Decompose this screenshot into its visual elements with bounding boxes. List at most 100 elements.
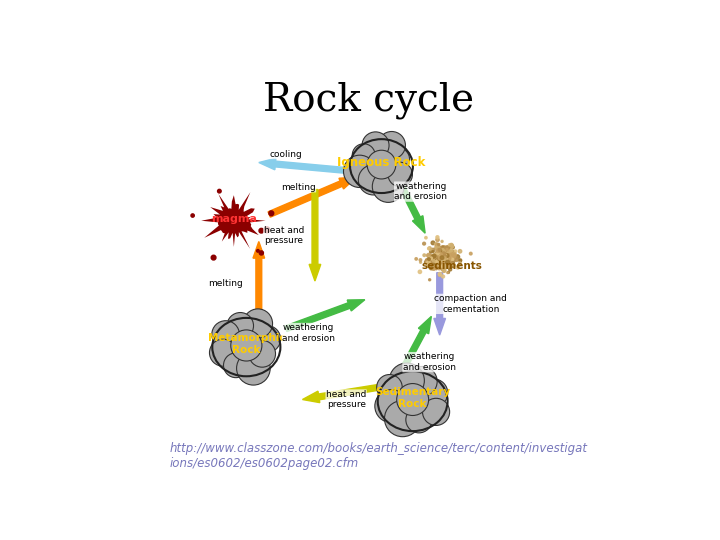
Circle shape <box>444 258 446 260</box>
Circle shape <box>436 251 439 255</box>
Circle shape <box>440 249 443 252</box>
FancyArrow shape <box>302 380 407 403</box>
Circle shape <box>444 254 447 257</box>
Circle shape <box>441 256 443 258</box>
Circle shape <box>447 257 449 259</box>
Circle shape <box>428 247 430 249</box>
Circle shape <box>441 259 442 261</box>
FancyArrow shape <box>397 316 431 376</box>
Circle shape <box>431 263 434 266</box>
Circle shape <box>436 256 437 258</box>
Circle shape <box>436 256 438 258</box>
Circle shape <box>438 254 442 258</box>
Circle shape <box>438 257 442 260</box>
Circle shape <box>439 255 442 258</box>
Circle shape <box>428 279 431 281</box>
Circle shape <box>428 263 432 266</box>
Circle shape <box>438 253 442 257</box>
Circle shape <box>448 253 451 256</box>
Circle shape <box>437 260 441 264</box>
Circle shape <box>440 256 444 260</box>
Circle shape <box>437 251 441 254</box>
Circle shape <box>446 258 448 260</box>
Circle shape <box>450 251 451 252</box>
Circle shape <box>453 258 456 261</box>
Circle shape <box>431 259 434 263</box>
Circle shape <box>438 258 440 260</box>
Circle shape <box>440 250 441 252</box>
Circle shape <box>397 383 428 415</box>
Circle shape <box>435 256 438 259</box>
Circle shape <box>441 263 444 266</box>
Circle shape <box>439 258 442 260</box>
Circle shape <box>442 256 444 258</box>
Circle shape <box>436 259 438 261</box>
Circle shape <box>451 264 455 267</box>
Circle shape <box>448 258 450 260</box>
Circle shape <box>439 260 441 262</box>
Circle shape <box>441 256 444 259</box>
Circle shape <box>440 256 444 260</box>
Circle shape <box>436 261 438 264</box>
Circle shape <box>441 255 445 258</box>
Circle shape <box>446 256 448 259</box>
Circle shape <box>439 254 443 258</box>
Circle shape <box>444 262 448 266</box>
Circle shape <box>249 340 276 367</box>
Circle shape <box>441 256 444 259</box>
Circle shape <box>440 262 444 267</box>
Circle shape <box>437 256 439 259</box>
Circle shape <box>191 214 194 217</box>
Text: sediments: sediments <box>422 261 482 272</box>
Circle shape <box>377 375 402 400</box>
Circle shape <box>441 247 442 249</box>
Circle shape <box>441 254 445 258</box>
Circle shape <box>436 257 438 259</box>
Circle shape <box>352 144 375 167</box>
Circle shape <box>440 256 444 260</box>
Circle shape <box>443 251 446 254</box>
Circle shape <box>447 261 449 264</box>
Circle shape <box>449 252 452 255</box>
Circle shape <box>441 257 444 260</box>
Circle shape <box>441 256 444 260</box>
Circle shape <box>431 248 435 252</box>
Circle shape <box>446 261 449 265</box>
Text: weathering
and erosion: weathering and erosion <box>282 323 336 343</box>
Circle shape <box>430 255 433 258</box>
Circle shape <box>440 257 441 259</box>
Circle shape <box>440 256 444 260</box>
Circle shape <box>438 256 442 261</box>
Circle shape <box>449 244 451 246</box>
Circle shape <box>430 261 434 266</box>
Circle shape <box>447 263 450 266</box>
Circle shape <box>441 255 445 258</box>
Circle shape <box>441 252 446 256</box>
Circle shape <box>443 253 445 256</box>
FancyArrow shape <box>253 241 265 325</box>
Circle shape <box>449 268 451 271</box>
Circle shape <box>451 251 454 254</box>
Circle shape <box>451 260 454 264</box>
Circle shape <box>438 261 441 262</box>
Circle shape <box>433 256 435 258</box>
Circle shape <box>441 258 445 261</box>
Circle shape <box>441 259 444 261</box>
Circle shape <box>433 264 436 266</box>
Circle shape <box>385 147 410 172</box>
Text: Sedimentary
Rock: Sedimentary Rock <box>375 388 450 409</box>
Circle shape <box>441 257 444 260</box>
Circle shape <box>433 261 436 263</box>
Circle shape <box>435 255 437 257</box>
Circle shape <box>441 260 443 261</box>
Circle shape <box>445 255 447 258</box>
Circle shape <box>441 268 444 271</box>
Circle shape <box>437 264 441 267</box>
Circle shape <box>443 260 445 262</box>
Circle shape <box>372 171 404 202</box>
Circle shape <box>440 253 443 256</box>
Circle shape <box>259 228 264 233</box>
Circle shape <box>437 261 441 265</box>
Circle shape <box>384 401 420 437</box>
Circle shape <box>438 258 440 260</box>
